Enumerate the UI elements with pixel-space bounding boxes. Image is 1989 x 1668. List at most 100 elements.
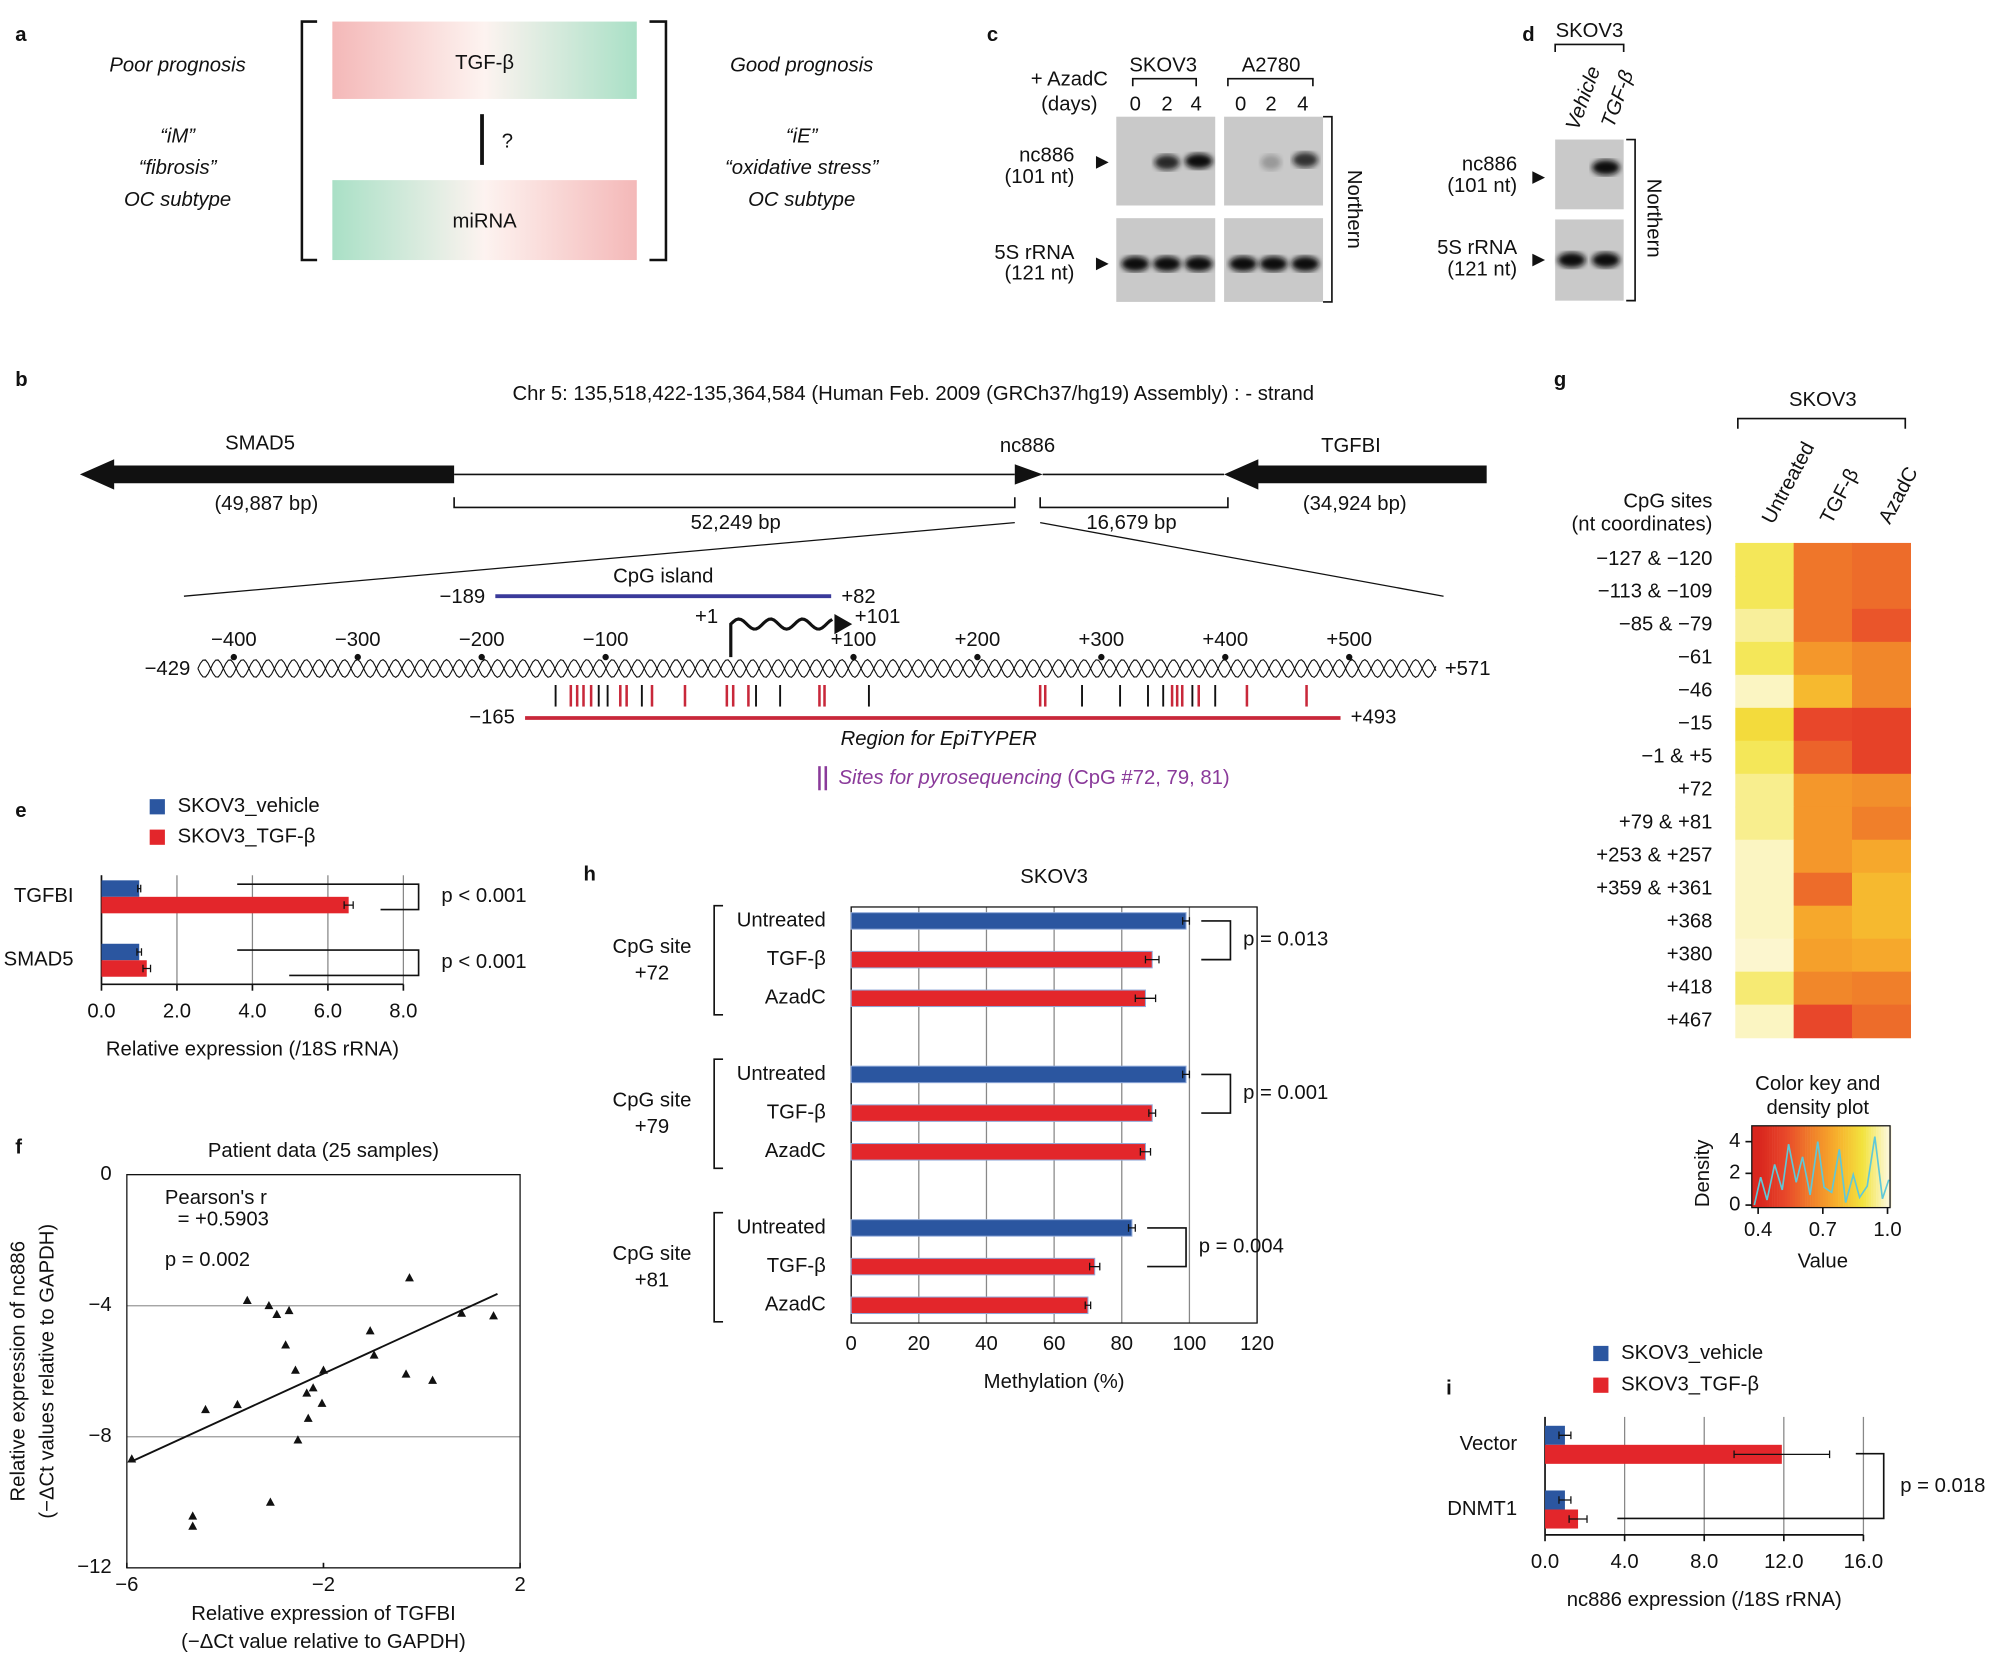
x-tick-label: 80: [1110, 1333, 1133, 1355]
color-key-strip: [1787, 1125, 1791, 1208]
bracket: [1227, 77, 1314, 87]
epityper-label: Region for EpiTYPER: [841, 728, 1037, 750]
y-tick-label: −8: [89, 1425, 112, 1447]
row-label: +72: [1678, 779, 1712, 801]
color-key-strip: [1815, 1125, 1819, 1208]
x-tick-label: 0.4: [1744, 1219, 1772, 1241]
x-tick-label: 20: [908, 1333, 931, 1355]
tick-label: +500: [1326, 629, 1372, 651]
error-bar: [1089, 1262, 1101, 1271]
band: [1292, 152, 1318, 168]
x-axis-label: Methylation (%): [984, 1371, 1125, 1393]
category-label: TGF-β: [767, 948, 826, 970]
annotation: p = 0.002: [165, 1249, 250, 1271]
tick-label: −300: [335, 629, 381, 651]
gene-label: nc886: [1000, 435, 1055, 457]
range-label: +82: [841, 586, 875, 608]
category-label: AzadC: [765, 1294, 826, 1316]
color-key-strip: [1832, 1125, 1836, 1208]
error-bar: [1182, 917, 1191, 925]
row-label: +380: [1667, 944, 1713, 966]
bracket: [1626, 138, 1636, 302]
row-label: −85 & −79: [1619, 614, 1713, 636]
tick-dot: [354, 653, 361, 661]
heatmap-cell: [1735, 1004, 1795, 1039]
mirna-box: [332, 180, 637, 261]
category-label: DNMT1: [1447, 1498, 1517, 1520]
heatmap-cell: [1735, 839, 1795, 874]
bar: [850, 1104, 1153, 1122]
category-label: TGF-β: [767, 1101, 826, 1123]
color-key-strip: [1860, 1125, 1864, 1208]
tick-dot: [1098, 653, 1105, 661]
annotation: p = 0.018: [1900, 1475, 1985, 1497]
x-tick-label: 0: [846, 1333, 857, 1355]
subtype-text: “oxidative stress”: [725, 157, 880, 179]
bracket: [1323, 115, 1333, 303]
arrowhead: [1532, 171, 1546, 184]
pyro-detail: (CpG #72, 79, 81): [1062, 767, 1230, 789]
color-key-strip: [1827, 1125, 1831, 1208]
category-label: TGFBI: [14, 885, 74, 907]
color-key-strip: [1777, 1125, 1780, 1208]
point: [201, 1404, 210, 1414]
tick-label: +300: [1079, 629, 1125, 651]
range-label: +493: [1351, 706, 1397, 728]
cpg-island-label: CpG island: [613, 566, 713, 588]
category-label: AzadC: [765, 1140, 826, 1162]
range-label: +101: [855, 606, 901, 628]
heatmap-cell: [1852, 806, 1911, 841]
row-label: −15: [1678, 713, 1712, 735]
band: [1259, 256, 1288, 272]
heatmap-cell: [1735, 971, 1795, 1006]
blot: [1555, 139, 1624, 210]
heatmap-cell: [1735, 542, 1795, 577]
tick-label: +100: [831, 629, 877, 651]
good-prognosis: Good prognosis: [730, 54, 873, 76]
density-curve: [1753, 1136, 1890, 1206]
panel-label: d: [1522, 24, 1534, 46]
bar: [1545, 1444, 1782, 1464]
annotation: p = 0.013: [1243, 928, 1328, 950]
lane-label: 2: [1265, 94, 1276, 116]
color-key-strip: [1871, 1125, 1874, 1208]
x-tick-label: −2: [312, 1574, 335, 1596]
treatment-label: + AzadC: [1031, 68, 1108, 90]
category-label: Vector: [1460, 1433, 1518, 1455]
annotation: p < 0.001: [441, 885, 526, 907]
x-tick-label: 2.0: [163, 1001, 191, 1023]
tick-dot: [478, 653, 485, 661]
row-header: (nt coordinates): [1572, 514, 1713, 536]
row-label: −61: [1678, 647, 1712, 669]
band: [1591, 252, 1620, 268]
lane-label: 4: [1191, 94, 1202, 116]
y-tick-label: 0: [100, 1163, 111, 1185]
rna-label: 5S rRNA: [1437, 237, 1517, 259]
distance-label: 52,249 bp: [691, 512, 781, 534]
lane-label: TGF-β: [1598, 67, 1639, 130]
x-axis-label: Value: [1798, 1251, 1848, 1273]
heatmap-cell: [1793, 971, 1853, 1006]
tick-label: −200: [459, 629, 505, 651]
x-tick-label: 0.0: [1531, 1551, 1559, 1573]
rna-label: (101 nt): [1447, 175, 1517, 197]
cell-line-label: SKOV3: [1129, 54, 1197, 76]
heatmap-cell: [1793, 839, 1853, 874]
distance-label: 16,679 bp: [1086, 512, 1176, 534]
bar: [1545, 1490, 1565, 1510]
heatmap-cell: [1852, 674, 1911, 709]
color-key-strip: [1878, 1125, 1882, 1208]
transcript-arrow: [729, 617, 834, 658]
significance-bracket: [1147, 1227, 1187, 1268]
color-key-strip: [1782, 1125, 1786, 1208]
error-bar: [136, 948, 143, 956]
group-bracket: [1737, 417, 1907, 429]
color-key-strip: [1825, 1125, 1829, 1208]
point: [319, 1365, 328, 1374]
bar: [1545, 1425, 1565, 1445]
lane-label: 0: [1130, 94, 1141, 116]
subtype-text: “fibrosis”: [139, 157, 218, 179]
group-label: CpG site: [613, 1243, 692, 1265]
color-key-strip: [1865, 1125, 1869, 1208]
pyro-name: Sites for pyrosequencing: [838, 767, 1062, 789]
